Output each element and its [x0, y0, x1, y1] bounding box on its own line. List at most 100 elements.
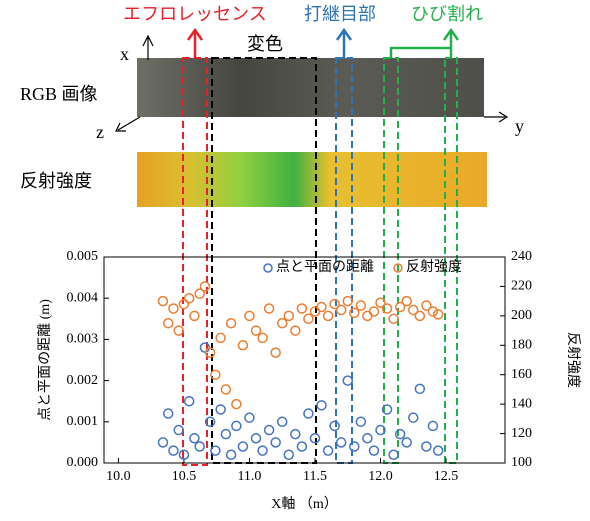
y2-tick-label: 160: [511, 367, 532, 382]
label: y: [515, 116, 524, 136]
point: [221, 430, 230, 439]
point: [195, 442, 204, 451]
y-tick-label: 0.004: [67, 290, 99, 305]
x-tick-label: 10.0: [106, 469, 131, 484]
point: [310, 307, 319, 316]
y2-tick-label: 200: [511, 308, 532, 323]
y-tick-label: 0.000: [67, 455, 99, 470]
point: [350, 442, 359, 451]
point: [265, 304, 274, 313]
point: [252, 326, 261, 335]
x-tick-label: 11.5: [303, 469, 327, 484]
label: 変色: [247, 34, 283, 54]
point: [211, 370, 220, 379]
point: [343, 376, 352, 385]
point: [227, 319, 236, 328]
point: [324, 446, 333, 455]
point: [422, 442, 431, 451]
point: [310, 434, 319, 443]
point: [402, 297, 411, 306]
point: [343, 297, 352, 306]
label: x: [120, 44, 129, 64]
point: [291, 430, 300, 439]
figure: エフロレッセンス 変色 打継目部 ひび割れ RGB 画像 反射強度 x y z …: [0, 0, 590, 521]
point: [304, 314, 313, 323]
point: [216, 333, 225, 342]
point: [164, 319, 173, 328]
point: [415, 311, 424, 320]
point: [369, 307, 378, 316]
point: [428, 421, 437, 430]
point: [337, 305, 346, 314]
point: [271, 438, 280, 447]
label: 反射強度: [20, 171, 92, 191]
point: [200, 343, 209, 352]
point: [389, 314, 398, 323]
point: [356, 301, 365, 310]
point: [297, 442, 306, 451]
point: [238, 442, 247, 451]
point: [258, 333, 267, 342]
point: [227, 450, 236, 459]
page: エフロレッセンス 変色 打継目部 ひび割れ RGB 画像 反射強度 x y z …: [0, 0, 590, 521]
point: [284, 450, 293, 459]
y-tick-label: 0.003: [67, 332, 99, 347]
point: [158, 297, 167, 306]
y2-tick-label: 240: [511, 249, 532, 264]
point: [169, 446, 178, 455]
x-tick-label: 11.0: [237, 469, 261, 484]
label: エフロレッセンス: [123, 4, 267, 24]
point: [434, 446, 443, 455]
crack-box-1: [384, 58, 398, 463]
point: [265, 426, 274, 435]
arrow: [391, 30, 458, 58]
y-tick-label: 0.001: [67, 414, 99, 429]
point: [363, 434, 372, 443]
reflectance-image: [137, 152, 487, 207]
point: [317, 401, 326, 410]
point: [363, 311, 372, 320]
point: [206, 348, 215, 357]
legend-label: 点と平面の距離: [276, 258, 374, 275]
point: [304, 409, 313, 418]
point: [297, 304, 306, 313]
point: [402, 438, 411, 447]
point: [190, 311, 199, 320]
point: [211, 446, 220, 455]
point: [317, 303, 326, 312]
point: [409, 413, 418, 422]
y2-tick-label: 140: [511, 396, 532, 411]
point: [190, 434, 199, 443]
point: [278, 417, 287, 426]
point: [278, 319, 287, 328]
point: [185, 397, 194, 406]
point: [324, 311, 333, 320]
label: RGB 画像: [20, 84, 98, 104]
point: [221, 385, 230, 394]
legend-marker: [264, 264, 272, 272]
x-tick-label: 12.0: [368, 469, 393, 484]
point: [185, 294, 194, 303]
point: [252, 434, 261, 443]
point: [200, 282, 209, 291]
arrow: [188, 30, 202, 58]
y-axis-label: 点と平面の距離 (m): [36, 299, 53, 421]
x-axis-label: X軸 （m）: [271, 496, 338, 512]
point: [238, 341, 247, 350]
y2-tick-label: 120: [511, 426, 532, 441]
point: [174, 426, 183, 435]
point: [415, 384, 424, 393]
point: [369, 446, 378, 455]
point: [284, 311, 293, 320]
point: [158, 438, 167, 447]
point: [337, 438, 346, 447]
point: [291, 326, 300, 335]
label: ひび割れ: [411, 4, 483, 24]
rgb-image: [137, 58, 484, 117]
label: z: [96, 122, 104, 142]
y2-tick-label: 180: [511, 338, 532, 353]
point: [232, 421, 241, 430]
point: [258, 446, 267, 455]
point: [169, 304, 178, 313]
point: [330, 421, 339, 430]
